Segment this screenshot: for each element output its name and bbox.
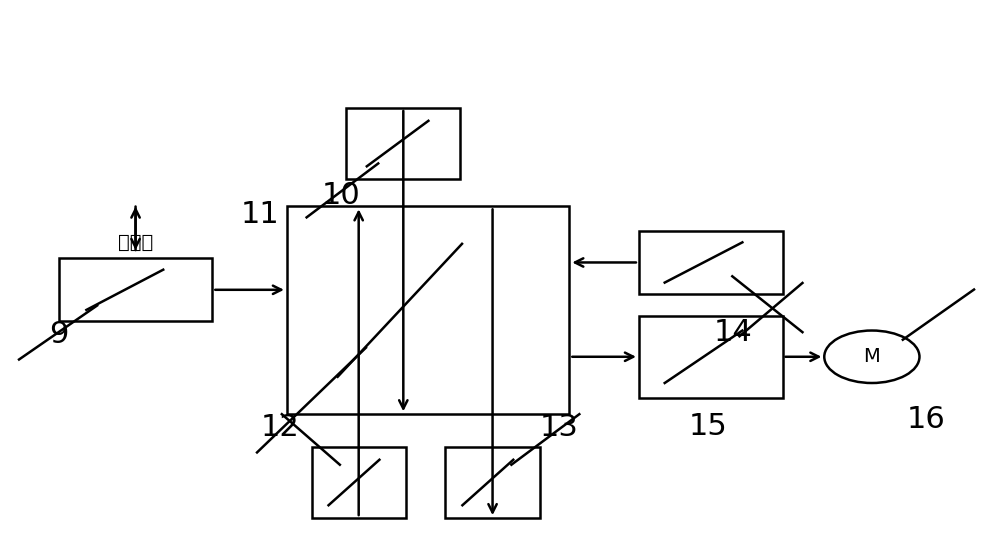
Bar [59, 259, 212, 321]
Bar [639, 316, 783, 398]
Text: 11: 11 [241, 200, 279, 229]
Circle shape [824, 331, 919, 383]
Text: 16: 16 [907, 405, 946, 434]
Bar [312, 447, 406, 518]
Text: 14: 14 [714, 317, 752, 347]
Text: 9: 9 [49, 320, 68, 350]
Bar [639, 231, 783, 294]
Bar [346, 108, 460, 179]
Bar [287, 206, 569, 414]
Text: M: M [864, 347, 880, 366]
Text: 13: 13 [540, 413, 579, 442]
Bar [445, 447, 540, 518]
Text: 10: 10 [322, 181, 361, 210]
Text: 工控机: 工控机 [118, 233, 154, 251]
Text: 12: 12 [260, 413, 299, 442]
Text: 15: 15 [689, 412, 728, 441]
